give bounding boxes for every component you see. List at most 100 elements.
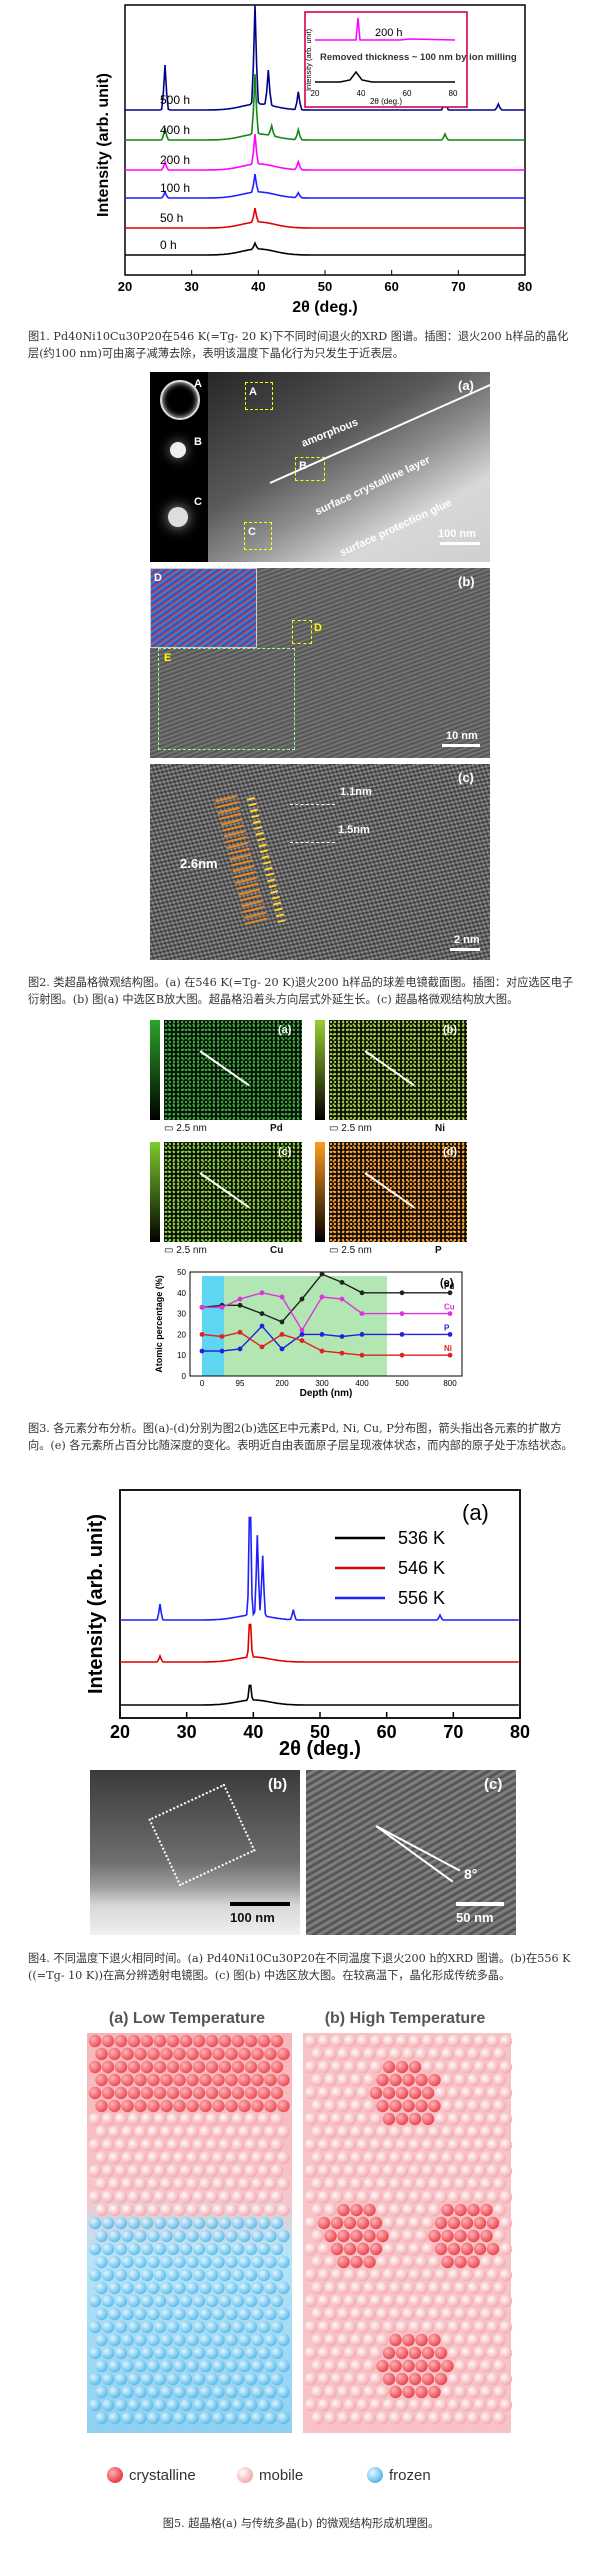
- figure1-xrd-chart: 20 30 40 50 60 70 80 0 h 50 h 100 h 200 h 400 h 500…: [95, 4, 532, 316]
- fig3-map-label: (c): [278, 1146, 292, 1158]
- fig1-series-50h: [125, 207, 525, 229]
- fig4-xtick: 60: [377, 1722, 397, 1742]
- fig1-series-400h: [125, 74, 525, 141]
- fig2b-scale: 10 nm: [446, 730, 478, 742]
- fig3-map-Ni: (b) ▭ 2.5 nm Ni: [315, 1020, 470, 1138]
- fig3-map-label: (b): [443, 1024, 458, 1036]
- fig3e-point-Cu: [299, 1327, 305, 1333]
- fig3e-point-Pd: [359, 1290, 365, 1296]
- fig1-xtick: 50: [318, 279, 332, 294]
- figure2: A B C A B C amorphous surface crystallin…: [150, 372, 490, 962]
- saed-label-C: C: [194, 496, 202, 508]
- fig3-map-element: Cu: [270, 1245, 284, 1256]
- d-spacing-3: 2.6nm: [180, 856, 218, 871]
- fig3e-series-label: Pd: [444, 1282, 454, 1291]
- fig3-map-label: (d): [443, 1146, 458, 1158]
- fig3e-xtick: 200: [275, 1379, 289, 1388]
- fig4c-angle: 8°: [464, 1866, 478, 1882]
- fig4c-scale: 50 nm: [456, 1910, 494, 1925]
- fig4b-scale: 100 nm: [230, 1910, 275, 1925]
- fig3e-point-Cu: [359, 1311, 365, 1316]
- fig3e-point-Ni: [219, 1334, 225, 1339]
- fig4a-xrd-chart: 20 30 40 50 60 70 80 536 K 546 K 556 K (a) Inten…: [85, 1489, 530, 1760]
- fig1-series-100h: [125, 173, 525, 199]
- fig2a-scale: 100 nm: [438, 528, 476, 540]
- fig4-xtick: 20: [110, 1722, 130, 1742]
- inset-annotation: Removed thickness ~ 100 nm by ion millin…: [320, 52, 517, 63]
- figure2-caption: 图2. 类超晶格微观结构图。(a) 在546 K(=Tg- 20 K)退火200…: [28, 976, 574, 1006]
- fig4-xtick: 50: [310, 1722, 330, 1742]
- fig3e-point-Cu: [199, 1304, 205, 1310]
- fig3e-point-Cu: [399, 1311, 405, 1316]
- fig4-xtick: 80: [510, 1722, 530, 1742]
- inset-label-200h: 200 h: [375, 27, 403, 39]
- fig1-series-label-2: 100 h: [160, 181, 190, 195]
- fig1-series-label-1: 50 h: [160, 211, 183, 225]
- fig4-series-556K: [120, 1516, 519, 1621]
- fig2c-scalebar: [450, 948, 480, 951]
- fig3-map-scale: ▭ 2.5 nm: [329, 1123, 372, 1134]
- fig3e-ytick: 40: [177, 1289, 186, 1298]
- fig1-series-label-0: 0 h: [160, 238, 177, 252]
- fig3e-xtick: 400: [355, 1379, 369, 1388]
- fig3-map-element: Ni: [435, 1123, 445, 1134]
- fig3e-point-Pd: [339, 1280, 345, 1285]
- fig1-xtick: 60: [384, 279, 398, 294]
- legend-crystalline-marker: [107, 2467, 123, 2483]
- fig3e-xtick: 300: [315, 1379, 329, 1388]
- fig3e-point-Cu: [259, 1290, 265, 1296]
- fig1-series-label-4: 400 h: [160, 123, 190, 137]
- fig5-mechanism-diagram: (a) Low Temperature (b) High Temperature…: [87, 2010, 513, 2484]
- d-spacing-1: 1.1nm: [340, 786, 372, 798]
- fig4-panel-b: (b) 100 nm: [90, 1770, 300, 1935]
- legend-mobile: mobile: [259, 2467, 303, 2484]
- fig2-panel-c: 1.1nm 1.5nm 2.6nm (c) 2 nm: [150, 764, 490, 960]
- fig3e-point-P: [199, 1348, 205, 1354]
- fig3e-point-Ni: [259, 1344, 265, 1350]
- fft-inset: [150, 568, 257, 648]
- fig3e-xlabel: Depth (nm): [300, 1388, 353, 1398]
- fig5a-title: (a) Low Temperature: [109, 2010, 265, 2027]
- legend-frozen: frozen: [389, 2467, 431, 2484]
- fig3e-point-Ni: [279, 1332, 285, 1337]
- fig3-map-P: (d) ▭ 2.5 nm P: [315, 1142, 470, 1260]
- d-spacing-2: 1.5nm: [338, 824, 370, 836]
- inset-xlabel: 2θ (deg.): [370, 97, 402, 106]
- fig3e-point-P: [259, 1323, 265, 1329]
- fig4-series-546K: [120, 1623, 519, 1663]
- inset-xtick: 20: [311, 89, 320, 98]
- fig3e-point-Ni: [299, 1338, 305, 1344]
- fig1-series-500h: [125, 4, 525, 111]
- fig4c-label: (c): [484, 1776, 503, 1793]
- fig3e-point-Ni: [447, 1352, 453, 1358]
- saed-label-A: A: [194, 378, 202, 390]
- fig3e-ytick: 50: [177, 1268, 186, 1277]
- fig3-map-scale: ▭ 2.5 nm: [329, 1245, 372, 1256]
- fig3e-ylabel: Atomic percentage (%): [154, 1275, 164, 1373]
- fig2b-label: (b): [458, 574, 475, 589]
- legend-mobile-marker: [237, 2467, 253, 2483]
- fig3-map-element: Pd: [270, 1123, 283, 1134]
- box-E: E: [164, 652, 172, 664]
- figure3-caption: 图3. 各元素分布分析。图(a)-(d)分别为图2(b)选区E中元素Pd, Ni…: [28, 1422, 573, 1452]
- fig3e-series-label: Ni: [444, 1344, 452, 1353]
- fig3e-point-Ni: [399, 1352, 405, 1358]
- figure1: 20 30 40 50 60 70 80 0 h 50 h 100 h 200 h 400 h 500…: [0, 0, 600, 320]
- fig3e-point-Cu: [237, 1296, 243, 1302]
- fig1-series-label-3: 200 h: [160, 153, 190, 167]
- fig3e-point-Cu: [339, 1296, 345, 1302]
- fig3e-point-Pd: [447, 1290, 453, 1296]
- fig4c-scalebar: [456, 1902, 504, 1906]
- fig3e-point-P: [319, 1332, 325, 1337]
- fig3e-point-Ni: [237, 1329, 243, 1335]
- figure3: (a) ▭ 2.5 nm Pd (b) ▭ 2.5 nm Ni (c) ▭ 2.5 nm C…: [150, 1020, 470, 1400]
- box-C: C: [248, 526, 256, 538]
- fig3-map-scale: ▭ 2.5 nm: [164, 1245, 207, 1256]
- label-surface-protection-glue: surface protection glue: [338, 496, 454, 560]
- figure5: (a) Low Temperature (b) High Temperature…: [85, 2005, 515, 2500]
- fig4-legend-0: 536 K: [398, 1528, 445, 1548]
- fig3e-point-Cu: [219, 1304, 225, 1310]
- fig3e-point-P: [279, 1346, 285, 1352]
- legend-crystalline: crystalline: [129, 2467, 196, 2484]
